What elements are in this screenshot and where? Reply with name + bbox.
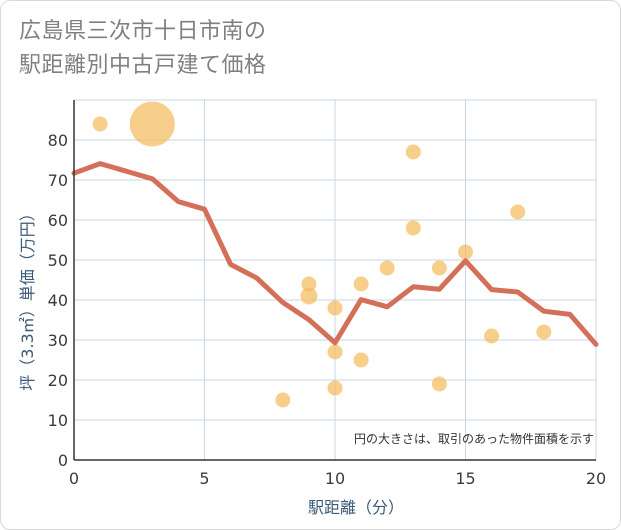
axes	[73, 100, 596, 461]
chart-title-line-2: 駅距離別中古戸建て価格	[19, 53, 267, 78]
bubble-point	[327, 380, 343, 396]
bubble-point	[405, 144, 421, 160]
y-tick-label: 10	[48, 411, 68, 430]
chart-title: 広島県三次市十日市南の 駅距離別中古戸建て価格	[19, 15, 267, 83]
bubble-point	[353, 276, 369, 292]
y-axis-label: 坪（3.3㎡）単価（万円）	[18, 205, 37, 390]
bubble-point	[301, 276, 317, 292]
x-tick-label: 20	[586, 469, 606, 488]
bubble-point	[484, 328, 500, 344]
bubble-size-note: 円の大きさは、取引のあった物件面積を示す	[354, 431, 594, 446]
x-axis-label: 駅距離（分）	[308, 498, 404, 517]
bubble-point	[275, 392, 291, 408]
y-tick-label: 80	[48, 131, 68, 150]
x-tick-label: 15	[455, 469, 475, 488]
y-tick-label: 70	[48, 171, 68, 190]
tick-labels: 0 5 10 15 20 0 10 20 30 40 50 60 70 80	[48, 131, 607, 488]
bubble-point	[431, 376, 447, 392]
bubble-point	[327, 344, 343, 360]
y-tick-label: 60	[48, 211, 68, 230]
average-line-series	[71, 161, 599, 347]
x-tick-label: 10	[325, 469, 345, 488]
y-tick-label: 20	[48, 371, 68, 390]
bubble-point	[353, 352, 369, 368]
bubble-point	[536, 324, 552, 340]
y-tick-label: 50	[48, 251, 68, 270]
bubble-point	[510, 204, 526, 220]
bubble-point	[327, 300, 343, 316]
bubble-series	[92, 101, 552, 408]
y-tick-label: 30	[48, 331, 68, 350]
bubble-point	[431, 260, 447, 276]
bubble-point	[129, 101, 175, 147]
x-tick-label: 5	[199, 469, 209, 488]
bubble-point	[458, 244, 473, 260]
y-tick-label: 40	[48, 291, 68, 310]
bubble-point	[92, 116, 108, 132]
chart-title-line-1: 広島県三次市十日市南の	[19, 19, 267, 44]
average-price-line	[71, 161, 599, 347]
x-tick-label: 0	[69, 469, 79, 488]
bubble-point	[300, 287, 318, 305]
bubble-point	[379, 260, 395, 276]
grid-lines	[74, 99, 597, 460]
y-tick-label: 0	[58, 451, 68, 470]
bubble-point	[405, 220, 421, 236]
